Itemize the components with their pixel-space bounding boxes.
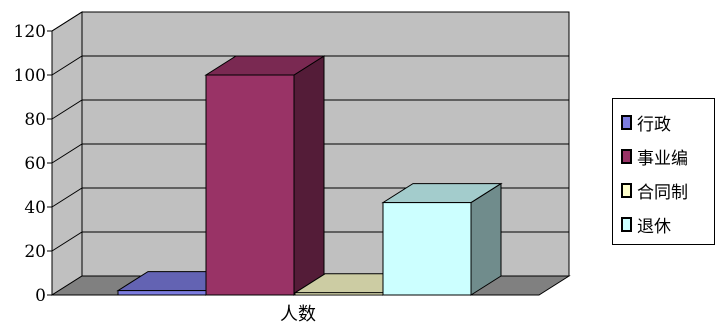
- legend-item-tuixiu: 退休: [621, 211, 671, 237]
- bar-side: [293, 55, 325, 296]
- legend-label-shiyebian: 事业编: [637, 148, 688, 169]
- gridline: [51, 55, 569, 76]
- y-tick-label: 40: [24, 198, 46, 218]
- legend-swatch-tuixiu: [621, 216, 632, 232]
- y-tick-label: 0: [35, 286, 46, 306]
- y-tick-label: 120: [14, 22, 46, 42]
- gridline: [51, 143, 569, 164]
- legend-label-hetongzhi: 合同制: [637, 182, 688, 203]
- y-tick-label: 20: [24, 242, 46, 262]
- y-tick-label: 80: [24, 110, 46, 130]
- legend-label-xingzheng: 行政: [637, 114, 671, 135]
- bar: [117, 290, 207, 296]
- legend-item-shiyebian: 事业编: [621, 143, 688, 169]
- bar: [205, 74, 295, 296]
- y-tick-label: 100: [14, 66, 46, 86]
- legend-item-xingzheng: 行政: [621, 109, 671, 135]
- legend-swatch-hetongzhi: [621, 182, 632, 198]
- legend-swatch-xingzheng: [621, 114, 632, 130]
- legend-swatch-shiyebian: [621, 148, 632, 164]
- legend: 行政 事业编 合同制 退休: [612, 98, 715, 245]
- x-category-label: 人数: [280, 304, 316, 325]
- gridline: [51, 11, 569, 32]
- gridline: [51, 99, 569, 120]
- bar: [294, 292, 384, 296]
- bar: [382, 202, 472, 296]
- legend-item-hetongzhi: 合同制: [621, 177, 688, 203]
- y-tick-label: 60: [24, 154, 46, 174]
- legend-label-tuixiu: 退休: [637, 216, 671, 237]
